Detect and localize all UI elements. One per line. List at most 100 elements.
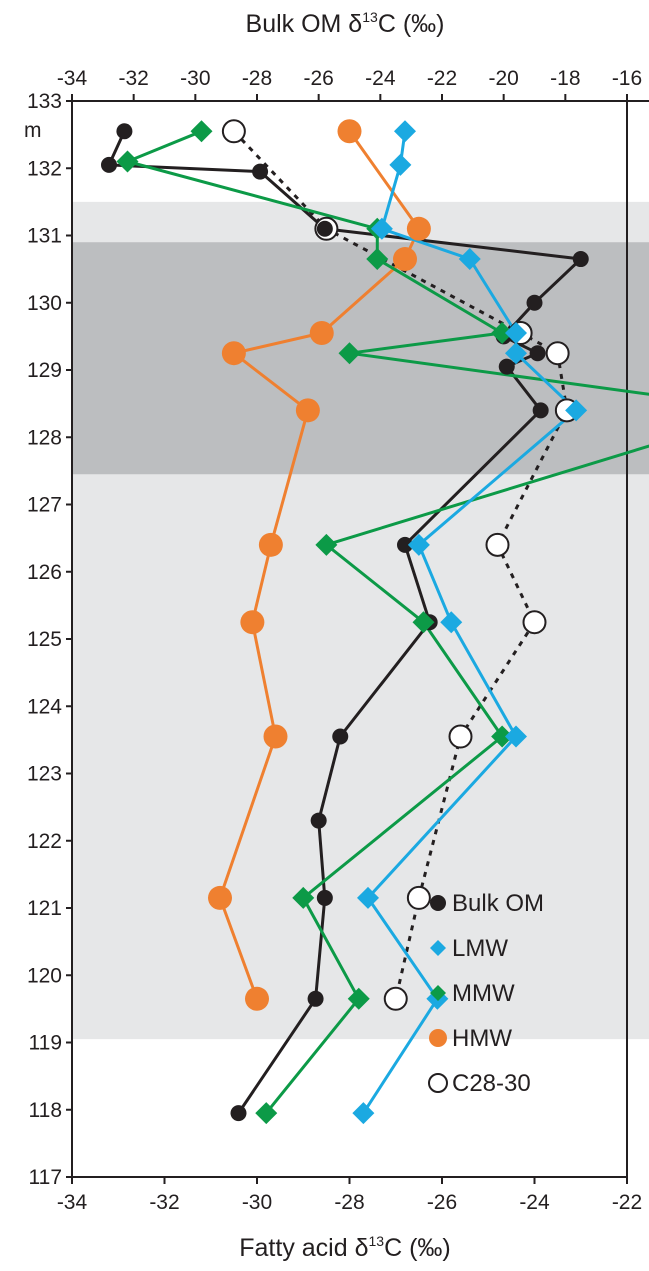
bulk-om-point — [397, 536, 413, 553]
c28-30-point — [406, 885, 431, 910]
hmw-point — [295, 398, 320, 423]
legend-label-lmw: LMW — [452, 935, 508, 962]
bulk-om-point — [498, 358, 515, 375]
hmw-point — [221, 341, 246, 366]
x-bottom-tick-label: -22 — [612, 1191, 642, 1214]
x-top-tick-label: -34 — [57, 67, 88, 90]
y-tick-label: 117 — [29, 1166, 62, 1189]
bulk-om-point — [529, 345, 546, 362]
hmw-point — [406, 216, 431, 241]
legend: Bulk OM LMW MMW HMW C28-30 — [428, 890, 544, 1097]
c28-30-point — [522, 610, 547, 635]
c28-30-point — [545, 341, 570, 366]
y-tick-label: 122 — [27, 830, 62, 853]
y-tick-label: 131 — [27, 225, 62, 248]
y-tick-label: 129 — [27, 359, 62, 382]
c28-30-point — [383, 986, 408, 1011]
y-tick-label: 124 — [27, 695, 62, 718]
hmw-point — [245, 986, 269, 1011]
mmw-point — [347, 987, 370, 1010]
bulk-om-point — [316, 220, 333, 237]
mmw-point — [430, 985, 446, 1001]
y-tick-label: 133 — [27, 90, 62, 113]
y-tick-label: 118 — [29, 1099, 62, 1122]
legend-label-bulk-om: Bulk OM — [452, 890, 544, 917]
hmw-point — [263, 724, 288, 749]
bulk-om-point — [230, 1105, 247, 1122]
lmw-point — [458, 248, 481, 271]
mmw-point — [366, 248, 389, 271]
bulk-om-point — [307, 990, 324, 1007]
lmw-point — [389, 153, 412, 176]
mmw-point — [412, 611, 435, 634]
lmw-point — [440, 611, 463, 634]
depth-bands — [72, 201, 649, 1040]
bulk-om-point — [101, 156, 117, 173]
bulk-om-point — [572, 251, 589, 268]
hmw-point — [393, 247, 417, 272]
x-top-tick-label: -28 — [242, 67, 272, 90]
y-tick-label: 130 — [27, 292, 62, 315]
lmw-point — [357, 886, 379, 909]
mmw-point — [190, 120, 213, 143]
c28-30-point — [221, 119, 246, 144]
bulk-om-point — [310, 812, 327, 829]
y-tick-label: 123 — [27, 763, 62, 786]
bulk-om-point — [252, 163, 269, 180]
x-top-tick-label: -16 — [612, 67, 642, 90]
mmw-point — [292, 886, 315, 909]
bulk-om-point — [116, 123, 133, 140]
x-top-tick-label: -26 — [303, 67, 333, 90]
y-tick-label: 128 — [27, 426, 62, 449]
mmw-point — [491, 322, 514, 345]
x-top-tick-label: -18 — [550, 67, 580, 90]
x-top-tick-label: -30 — [180, 67, 210, 90]
bulk-om-point — [526, 294, 543, 311]
x-bottom-tick-label: -24 — [519, 1191, 550, 1214]
lmw-point — [370, 217, 393, 240]
hmw-point — [309, 321, 334, 346]
c28-30-line — [232, 130, 569, 1000]
hmw-point — [240, 610, 265, 635]
c28-30-point — [485, 532, 510, 557]
hmw-point — [258, 532, 283, 557]
lmw-point — [565, 399, 588, 422]
x-top-tick-label: -24 — [365, 67, 396, 90]
bulk-om-point — [430, 895, 446, 911]
x-bottom-tick-label: -28 — [334, 1191, 364, 1214]
mmw-point — [315, 533, 338, 556]
bottom-axis-title: Fatty acid δ13C (‰) — [239, 1233, 450, 1262]
hmw-point — [429, 1029, 447, 1047]
x-top-tick-label: -32 — [118, 67, 148, 90]
x-bottom-tick-label: -30 — [242, 1191, 272, 1214]
hmw-point — [337, 119, 362, 144]
lmw-point — [407, 533, 430, 556]
y-tick-label: 127 — [27, 494, 62, 517]
bulk-om-point — [316, 889, 333, 906]
mmw-point — [255, 1102, 278, 1125]
top-axis-title: Bulk OM δ13C (‰) — [246, 9, 445, 38]
y-tick-label: 125 — [27, 628, 62, 651]
legend-label-mmw: MMW — [452, 980, 515, 1007]
bulk-om-point — [332, 728, 349, 745]
y-tick-label: 119 — [29, 1032, 62, 1055]
y-axis-unit-label: m — [24, 119, 42, 142]
y-tick-label: 120 — [27, 964, 62, 987]
lmw-point — [394, 120, 416, 143]
y-tick-label: 126 — [27, 561, 62, 584]
legend-label-hmw: HMW — [452, 1025, 512, 1052]
c28-30-point — [448, 724, 473, 749]
bulk-om-point — [532, 402, 549, 419]
lmw-point — [430, 940, 446, 956]
x-top-tick-label: -20 — [488, 67, 518, 90]
y-tick-label: 132 — [27, 157, 62, 180]
lmw-point — [352, 1102, 375, 1125]
lmw-point — [505, 725, 527, 748]
mmw-point — [116, 150, 139, 173]
c28-30-point — [428, 1073, 448, 1093]
x-top-tick-label: -22 — [427, 67, 457, 90]
mmw-point — [491, 725, 514, 748]
y-tick-label: 121 — [27, 897, 62, 920]
axes: 117 118 119 120 121 122 123 124 125 126 127 128 129 1… — [27, 67, 649, 1214]
